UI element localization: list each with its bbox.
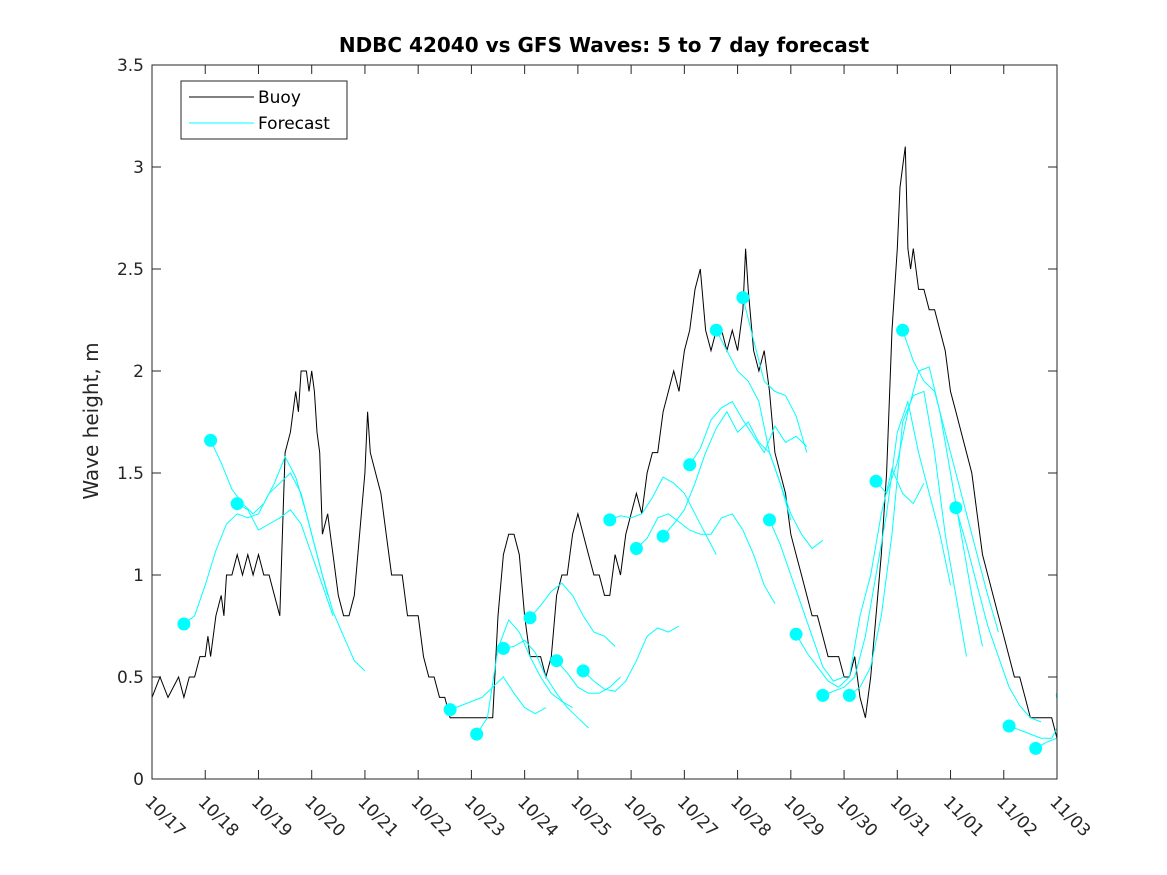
forecast-start-marker-0 (177, 617, 191, 631)
plot-area (152, 146, 1057, 755)
forecast-start-marker-18 (842, 688, 856, 702)
forecast-start-marker-16 (789, 627, 803, 641)
y-tick-label-3: 1.5 (117, 464, 144, 484)
forecast-start-marker-12 (683, 458, 697, 472)
y-tick-label-0: 0 (133, 770, 144, 790)
forecast-series-line-2 (236, 503, 334, 616)
y-tick-label-7: 3.5 (117, 56, 144, 76)
forecast-series-line-23 (1035, 737, 1057, 749)
forecast-start-marker-8 (576, 664, 590, 678)
forecast-start-marker-3 (443, 703, 457, 717)
forecast-start-marker-13 (709, 323, 723, 337)
forecast-series-line-21 (955, 507, 1042, 723)
chart-title: NDBC 42040 vs GFS Waves: 5 to 7 day fore… (339, 33, 870, 57)
forecast-start-marker-23 (1029, 741, 1043, 755)
forecast-start-marker-1 (204, 433, 218, 447)
forecast-start-marker-15 (763, 513, 776, 527)
forecast-start-marker-14 (736, 291, 750, 305)
forecast-series-line-12 (689, 400, 808, 466)
forecast-series-line-0 (183, 472, 366, 672)
forecast-series-line-22 (1008, 725, 1057, 739)
forecast-start-marker-10 (629, 542, 643, 555)
forecast-series-line-8 (582, 625, 680, 692)
legend-buoy-label: Buoy (258, 88, 301, 108)
forecast-start-marker-11 (656, 529, 670, 543)
forecast-start-marker-22 (1002, 719, 1016, 733)
forecast-start-marker-17 (816, 688, 830, 702)
forecast-series-line-7 (556, 660, 621, 694)
y-tick-label-4: 2 (133, 362, 144, 382)
forecast-start-marker-9 (603, 513, 617, 527)
forecast-start-marker-20 (896, 323, 910, 337)
buoy-series-line (152, 146, 1057, 739)
forecast-series-line-6 (529, 582, 616, 647)
forecast-start-marker-6 (523, 611, 537, 625)
forecast-series-line-20 (902, 330, 999, 633)
forecast-series-line-5 (503, 639, 589, 729)
forecast-series-line-13 (715, 329, 792, 521)
forecast-series-line-10 (636, 513, 776, 604)
forecast-series-line-17 (822, 399, 951, 696)
y-tick-label-1: 0.5 (117, 668, 144, 688)
forecast-series-line-3 (449, 676, 547, 715)
forecast-series-line-19 (875, 366, 983, 647)
forecast-start-marker-19 (869, 474, 883, 488)
forecast-series-line-1 (210, 440, 329, 596)
y-axis-label: Wave height, m (79, 342, 103, 499)
y-tick-label-5: 2.5 (117, 260, 144, 280)
forecast-series-line-16 (795, 467, 925, 688)
y-tick-label-6: 3 (133, 158, 144, 178)
axes-box (151, 64, 1058, 780)
forecast-start-marker-21 (949, 501, 963, 515)
forecast-start-marker-5 (496, 641, 510, 655)
forecast-series-line-18 (849, 390, 967, 696)
legend: Buoy Forecast (180, 80, 348, 140)
forecast-series-line-15 (769, 519, 845, 682)
forecast-series-line-14 (742, 297, 808, 453)
forecast-start-marker-4 (470, 727, 484, 741)
forecast-series-line-4 (476, 618, 573, 735)
forecast-series-line-11 (662, 410, 824, 550)
legend-forecast-label: Forecast (258, 114, 330, 134)
forecast-series-line-9 (609, 476, 717, 555)
legend-box (180, 80, 348, 140)
forecast-start-marker-7 (550, 654, 564, 668)
y-tick-label-2: 1 (133, 566, 144, 586)
forecast-start-marker-2 (230, 497, 244, 511)
